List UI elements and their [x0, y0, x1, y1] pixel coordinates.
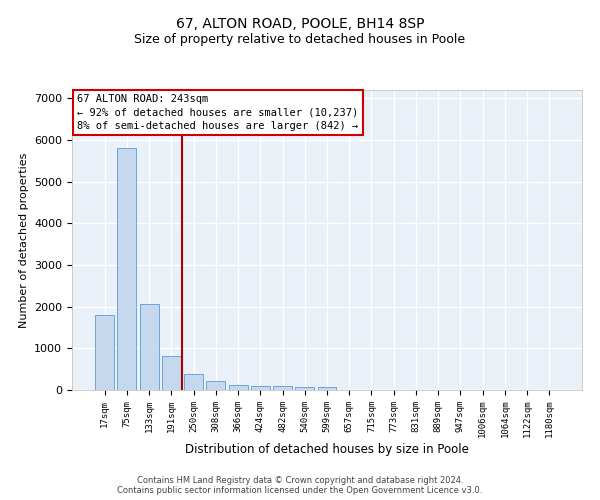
- Text: Contains HM Land Registry data © Crown copyright and database right 2024.
Contai: Contains HM Land Registry data © Crown c…: [118, 476, 482, 495]
- Bar: [118, 148, 136, 390]
- Text: Size of property relative to detached houses in Poole: Size of property relative to detached ho…: [134, 32, 466, 46]
- Bar: [317, 386, 337, 390]
- Bar: [206, 382, 225, 390]
- Bar: [95, 315, 114, 390]
- Text: 67 ALTON ROAD: 243sqm
← 92% of detached houses are smaller (10,237)
8% of semi-d: 67 ALTON ROAD: 243sqm ← 92% of detached …: [77, 94, 358, 131]
- Bar: [140, 304, 158, 390]
- X-axis label: Distribution of detached houses by size in Poole: Distribution of detached houses by size …: [185, 443, 469, 456]
- Y-axis label: Number of detached properties: Number of detached properties: [19, 152, 29, 328]
- Text: 67, ALTON ROAD, POOLE, BH14 8SP: 67, ALTON ROAD, POOLE, BH14 8SP: [176, 18, 424, 32]
- Bar: [251, 386, 270, 390]
- Bar: [273, 386, 292, 390]
- Bar: [184, 374, 203, 390]
- Bar: [229, 385, 248, 390]
- Bar: [162, 356, 181, 390]
- Bar: [295, 386, 314, 390]
